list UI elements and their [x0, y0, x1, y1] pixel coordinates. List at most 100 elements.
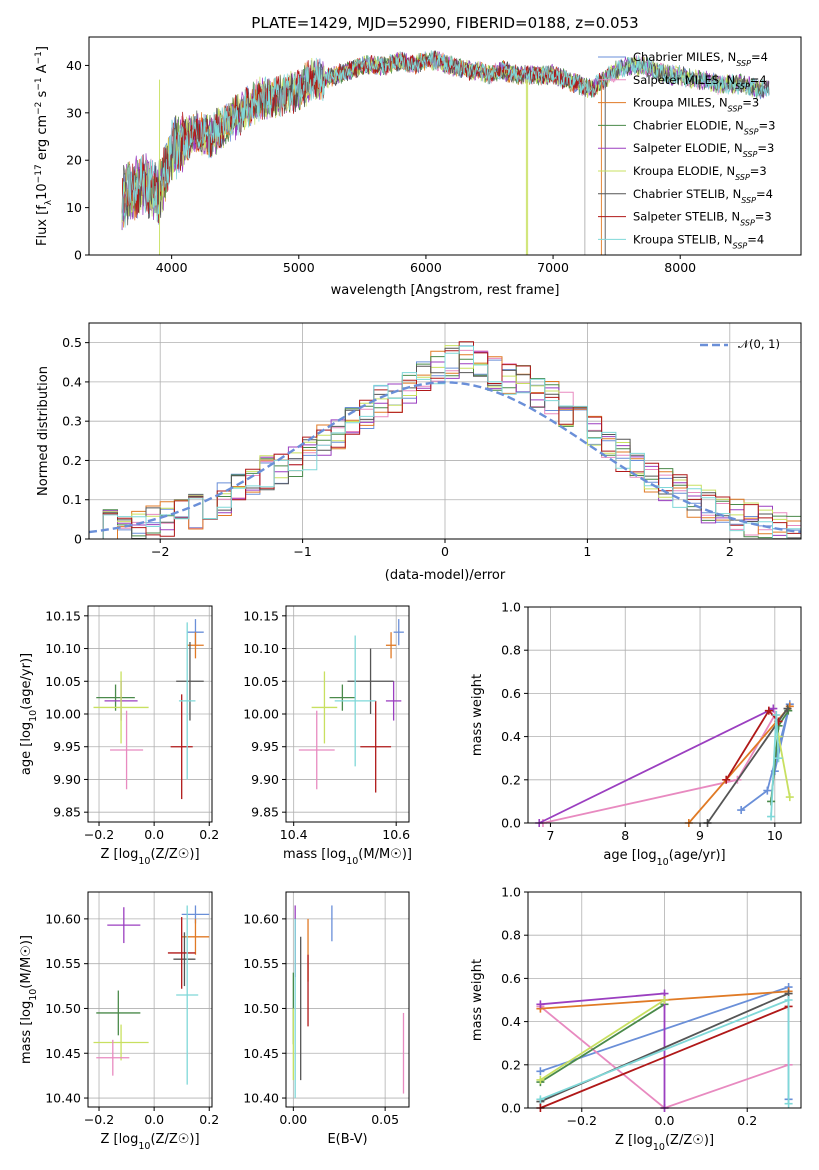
label-part: SSP	[735, 81, 750, 90]
y-axis-label: mass weight	[470, 674, 485, 756]
x-tick-label: 7000	[537, 260, 569, 275]
weight-line	[688, 705, 791, 824]
y-tick-label: 10.05	[45, 674, 81, 689]
x-tick-label: −1	[293, 544, 311, 559]
y-tick-label: 0.0	[501, 816, 521, 831]
x-tick-label: 5000	[283, 260, 315, 275]
label-part: SSP	[728, 104, 743, 113]
y-tick-label: 10.55	[45, 956, 81, 971]
x-tick-label: −0.2	[84, 1112, 114, 1127]
weight-marker	[536, 1075, 545, 1084]
weight-marker	[764, 706, 773, 715]
y-tick-label: 1.0	[501, 600, 521, 615]
x-tick-label: 6000	[410, 260, 442, 275]
label-part: (age/yr)]	[669, 848, 726, 863]
x-tick-label: 0.2	[199, 827, 219, 842]
label-part: Chabrier ELODIE, N	[633, 118, 744, 132]
legend-entry: Kroupa STELIB, NSSP=4	[633, 232, 764, 250]
label-part: =3	[757, 141, 774, 155]
y-tick-label: 10.10	[45, 641, 81, 656]
y-tick-label: 10.50	[243, 1001, 279, 1016]
legend-entry: 𝒩(0, 1)	[738, 337, 780, 351]
y-tick-label: 9.85	[251, 805, 279, 820]
axes-frame	[527, 891, 802, 1109]
weight-line	[539, 1003, 665, 1083]
label-part: (age/yr)]	[19, 653, 34, 710]
y-tick-label: 0.4	[62, 374, 82, 389]
label-part: 10	[346, 856, 358, 867]
x-axis-label: E(B-V)	[327, 1132, 367, 1147]
x-tick-label: 0.2	[737, 1113, 757, 1128]
y-tick-label: 0.2	[62, 453, 82, 468]
x-tick-label: 1	[583, 544, 591, 559]
y-tick-label: 0.4	[501, 729, 521, 744]
x-axis-label: Z [log10(Z/Z☉)]	[615, 1133, 714, 1153]
legend-entry: Salpeter ELODIE, NSSP=3	[633, 141, 774, 159]
weight-marker	[536, 1067, 545, 1076]
x-tick-label: 0.2	[199, 1112, 219, 1127]
x-tick-label: 10	[767, 828, 783, 843]
y-tick-label: 0.2	[501, 1057, 521, 1072]
weight-marker	[783, 704, 792, 713]
label-part: =4	[756, 187, 773, 201]
weight-line	[538, 707, 774, 824]
label-part: Kroupa MILES, N	[633, 96, 728, 110]
label-part: −1	[34, 77, 44, 90]
label-part: SSP	[743, 150, 758, 159]
legend-entry: Chabrier MILES, NSSP=4	[633, 50, 768, 68]
y-tick-label: 10	[66, 200, 82, 215]
label-part: erg cm	[35, 115, 50, 164]
weight-line	[539, 999, 665, 1081]
residual-histogram-panel: −2 −1 0 1 2 0 0.1 0.2 0.3 0.4 0.5 𝒩(0, 1) (data-mode…	[36, 322, 802, 583]
normal-curve	[88, 381, 802, 534]
y-axis-label: Normed distribution	[36, 366, 51, 496]
y-tick-label: 10.00	[45, 707, 81, 722]
label-part: 10	[653, 1142, 665, 1153]
label-part: =3	[750, 164, 767, 178]
label-part: SSP	[735, 173, 750, 182]
label-part: Chabrier MILES, N	[633, 50, 736, 64]
legend-entry: Salpeter MILES, NSSP=4	[633, 73, 767, 91]
label-part: Salpeter STELIB, N	[633, 210, 740, 224]
x-tick-label: 9	[696, 828, 704, 843]
x-tick-label: 0.00	[279, 1112, 307, 1127]
label-part: λ	[44, 199, 54, 205]
y-tick-label: 9.90	[251, 772, 279, 787]
label-part: =3	[759, 118, 776, 132]
x-tick-label: 8	[621, 828, 629, 843]
label-part: Flux [f	[35, 205, 50, 246]
axes-frame	[88, 322, 802, 540]
label-part: SSP	[744, 127, 759, 136]
x-axis-label: mass [log10(M/M☉)]	[283, 847, 412, 867]
weight-marker	[772, 711, 781, 719]
x-tick-label: 0.0	[144, 1112, 164, 1127]
weight-marker	[767, 812, 776, 821]
label-part: age [log	[603, 848, 656, 863]
label-part: (Z/Z☉)]	[150, 847, 199, 862]
x-tick-label: 0.05	[371, 1112, 399, 1127]
label-part: Salpeter MILES, N	[633, 73, 735, 87]
label-part: (Z/Z☉)]	[665, 1133, 714, 1148]
y-tick-label: 30	[66, 105, 82, 120]
label-part: SSP	[733, 241, 748, 250]
y-tick-label: 0.8	[501, 643, 521, 658]
weight-marker	[784, 996, 793, 1004]
x-tick-label: 10.6	[382, 827, 410, 842]
y-tick-label: 10.40	[243, 1091, 279, 1106]
x-tick-label: 8000	[664, 260, 696, 275]
label-part: (M/M☉)]	[19, 935, 34, 989]
weight-marker	[737, 806, 746, 815]
x-tick-label: 10.4	[280, 827, 308, 842]
x-tick-label: −2	[151, 544, 169, 559]
x-tick-label: 0.0	[144, 827, 164, 842]
label-part: −1	[34, 51, 44, 64]
label-part: −2	[34, 102, 44, 115]
label-part: 10	[28, 710, 39, 722]
label-part: SSP	[736, 59, 751, 68]
y-tick-label: 10.40	[45, 1091, 81, 1106]
label-part: mass [log	[283, 847, 346, 862]
x-axis-label: wavelength [Angstrom, rest frame]	[331, 283, 560, 298]
y-axis-label: mass [log10(M/M☉)]	[19, 935, 39, 1064]
label-part: Kroupa ELODIE, N	[633, 164, 735, 178]
spectrum-line	[121, 50, 770, 228]
